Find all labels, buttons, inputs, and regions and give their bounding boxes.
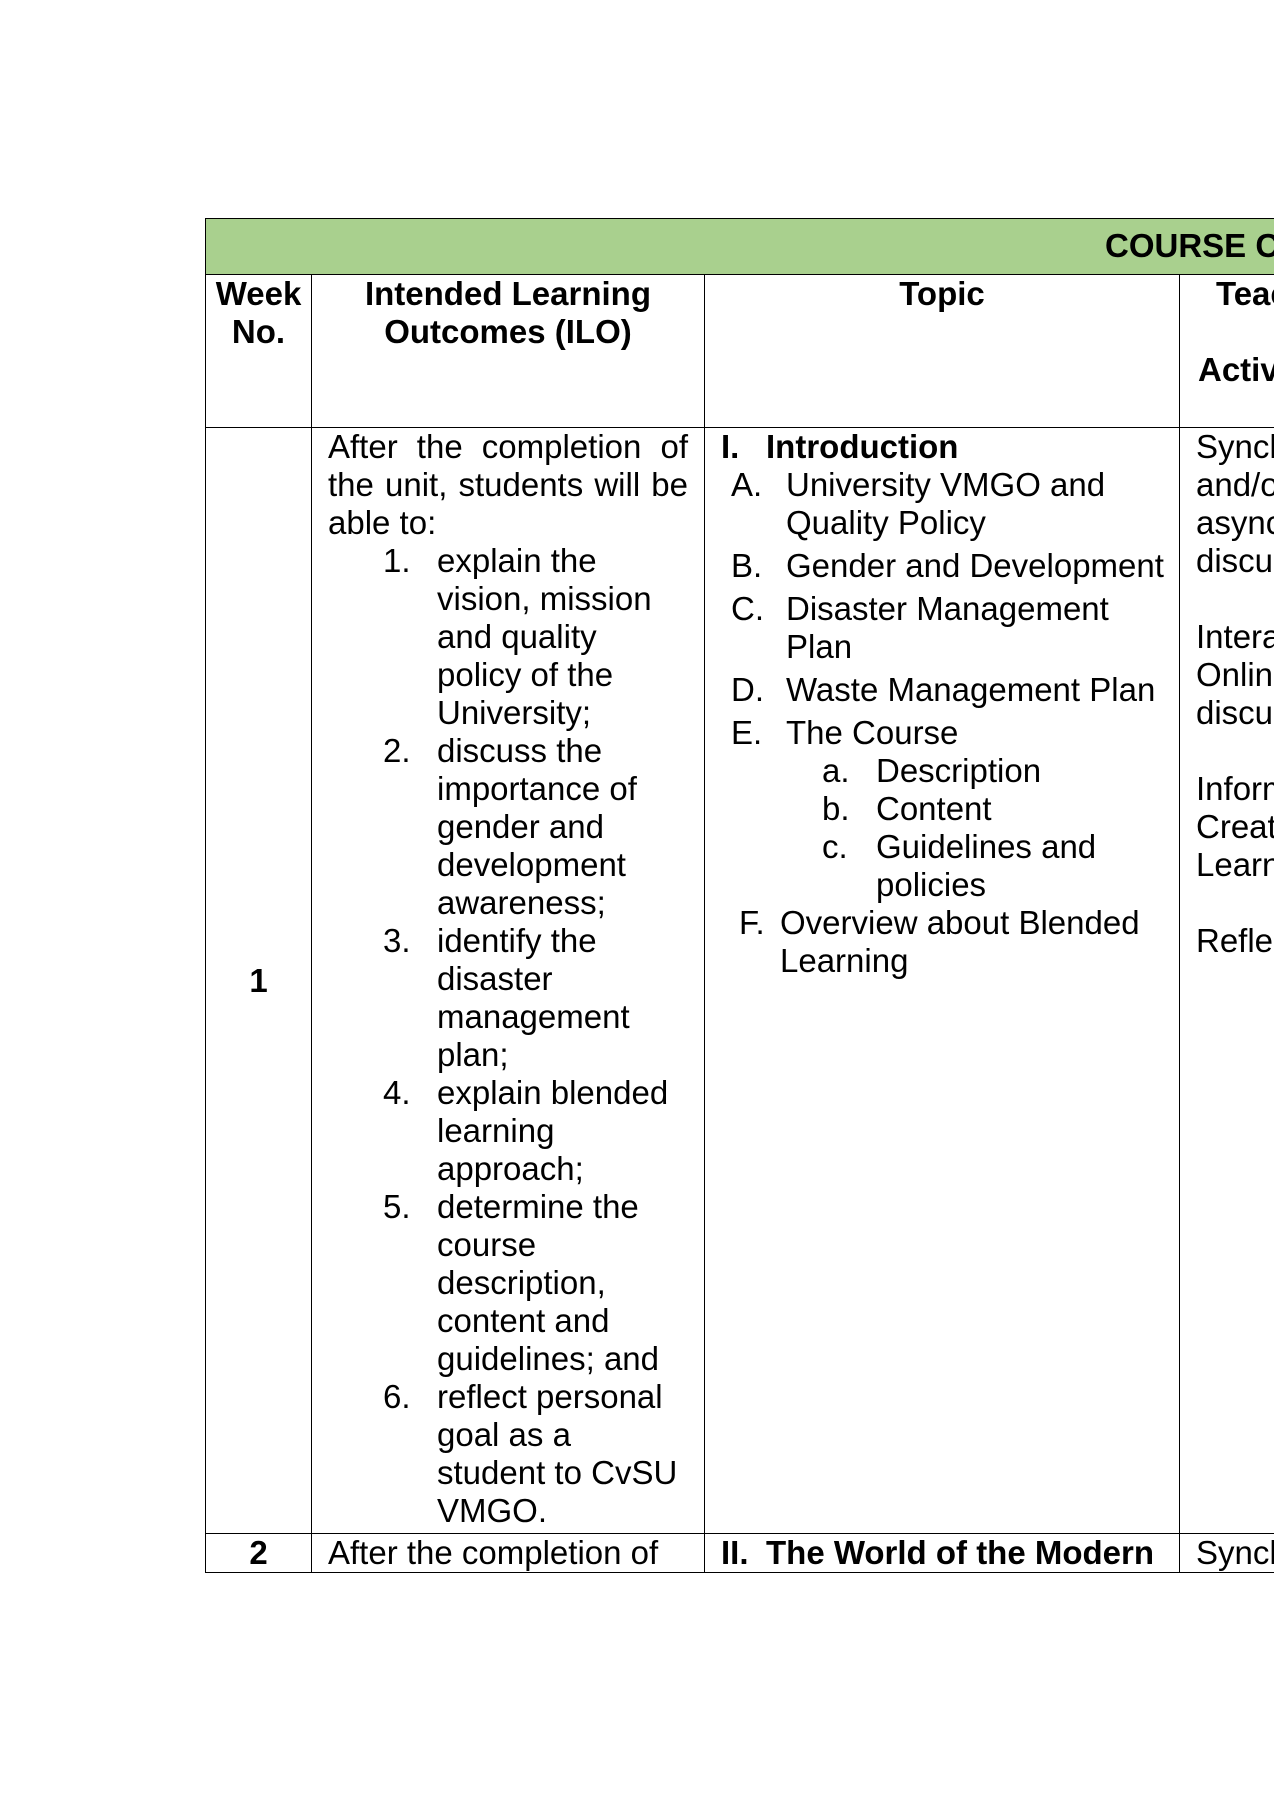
list-item: D. Waste Management Plan xyxy=(731,671,1156,708)
list-item: 5. determine the course description, cont… xyxy=(383,1188,660,1377)
activities-cell: Synch xyxy=(1179,1533,1274,1573)
table-row: 1 After the completion of the unit, stud… xyxy=(205,427,1274,1534)
list-item: 1. explain the vision, mission and qualit… xyxy=(383,542,652,731)
course-outline-document: COURSE C Week No. Intended Learning Outc… xyxy=(205,218,1274,1582)
activities-cell: Synch and/o async discus Intera Online d… xyxy=(1179,427,1274,1534)
header-topic: Topic xyxy=(704,274,1180,428)
list-item: E. The Course xyxy=(731,714,959,751)
banner-title: COURSE C xyxy=(1105,227,1274,264)
activity-block: Synch and/o async discus xyxy=(1196,428,1274,579)
list-item: a. Description xyxy=(822,752,1042,789)
header-ilo: Intended Learning Outcomes (ILO) xyxy=(311,274,705,428)
header-week: Week No. xyxy=(205,274,312,428)
list-item: c. Guidelines and policies xyxy=(822,828,1097,903)
ilo-list: 1. explain the vision, mission and qualit… xyxy=(328,542,688,1530)
activity-block: Synch xyxy=(1196,1534,1274,1571)
list-item: 4. explain blended learning approach; xyxy=(383,1074,669,1187)
activity-block: Reflec xyxy=(1196,922,1274,959)
list-item: B. Gender and Development xyxy=(731,547,1164,584)
course-outline-table: COURSE C Week No. Intended Learning Outc… xyxy=(205,218,1274,1573)
topic-cell: I. Introduction A. University VMGO and Qua… xyxy=(704,427,1180,1534)
topic-cell: II. The World of the Modern xyxy=(704,1533,1180,1573)
list-item: A. University VMGO and Quality Policy xyxy=(731,466,1106,541)
list-item: F. Overview about Blended Learning xyxy=(739,904,1140,979)
list-item: 2. discuss the importance of gender and d… xyxy=(383,732,637,921)
list-item: 3. identify the disaster management plan; xyxy=(383,922,630,1073)
list-item: b. Content xyxy=(822,790,992,827)
ilo-intro: After the completion of xyxy=(328,1534,659,1571)
list-item: C. Disaster Management Plan xyxy=(731,590,1109,665)
ilo-cell: After the completion of xyxy=(311,1533,705,1573)
topic-title: II. The World of the Modern xyxy=(721,1534,1155,1571)
ilo-intro: After the completion of the unit, studen… xyxy=(328,428,688,541)
week-number: 1 xyxy=(205,427,312,1534)
table-banner: COURSE C xyxy=(205,218,1274,275)
activity-block: Intera Online discus xyxy=(1196,618,1274,731)
topic-subtopics: A. University VMGO and Quality Policy B. G… xyxy=(721,466,1165,752)
table-row: 2 After the completion of II. The World o… xyxy=(205,1533,1274,1573)
ilo-cell: After the completion of the unit, studen… xyxy=(311,427,705,1534)
header-teaching-activities: Teac Le Activ xyxy=(1179,274,1274,428)
activity-block: Inform Creat Learn xyxy=(1196,770,1274,883)
list-item: 6. reflect personal goal as a student to … xyxy=(383,1378,678,1529)
topic-title: I. Introduction xyxy=(721,428,959,465)
week-number: 2 xyxy=(205,1533,312,1573)
header-row: Week No. Intended Learning Outcomes (ILO… xyxy=(205,274,1274,428)
